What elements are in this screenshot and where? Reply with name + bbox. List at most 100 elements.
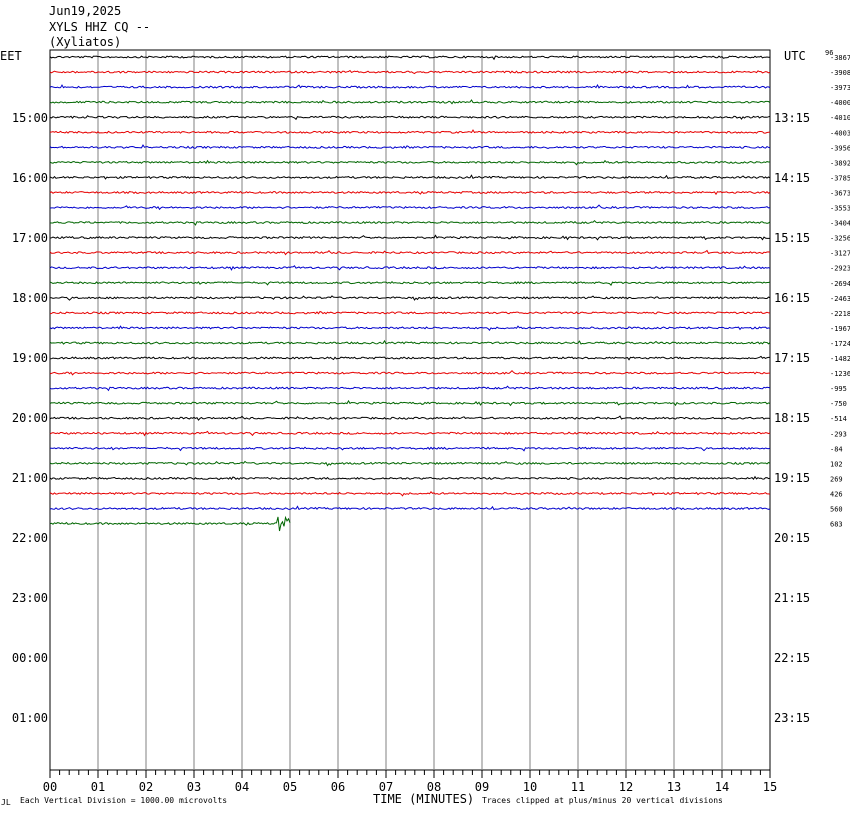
x-tick-label: 11 bbox=[571, 780, 585, 794]
trace-offset-label: 683 bbox=[830, 521, 843, 529]
right-hour-label: 22:15 bbox=[774, 651, 810, 665]
seismic-trace bbox=[49, 415, 771, 421]
right-hour-label: 13:15 bbox=[774, 111, 810, 125]
seismic-trace bbox=[49, 339, 771, 345]
right-hour-label: 19:15 bbox=[774, 471, 810, 485]
right-hour-label: 23:15 bbox=[774, 711, 810, 725]
trace-offset-label: -2923 bbox=[830, 265, 850, 273]
x-tick-label: 08 bbox=[427, 780, 441, 794]
left-hour-label: 23:00 bbox=[12, 591, 48, 605]
left-hour-label: 00:00 bbox=[12, 651, 48, 665]
corner-mark: JL bbox=[1, 798, 11, 807]
seismic-trace bbox=[49, 249, 771, 256]
x-tick-label: 10 bbox=[523, 780, 537, 794]
trace-offset-label: 426 bbox=[830, 490, 843, 498]
trace-offset-label: -3785 bbox=[830, 174, 850, 182]
vertical-division-note: Each Vertical Division = 1000.00 microvo… bbox=[20, 796, 228, 805]
left-timezone-label: EET bbox=[0, 49, 22, 63]
trace-offset-label: -293 bbox=[830, 430, 847, 438]
left-hour-label: 16:00 bbox=[12, 171, 48, 185]
trace-offset-label: -1967 bbox=[830, 325, 850, 333]
trace-offset-label: -3867 bbox=[830, 54, 850, 62]
seismic-trace bbox=[49, 355, 770, 361]
seismic-trace bbox=[49, 325, 771, 332]
seismic-trace bbox=[49, 99, 771, 105]
trace-offset-label: -2218 bbox=[830, 310, 850, 318]
trace-offset-label: -750 bbox=[830, 400, 847, 408]
left-hour-label: 01:00 bbox=[12, 711, 48, 725]
clip-note: Traces clipped at plus/minus 20 vertical… bbox=[482, 796, 723, 805]
seismic-trace bbox=[49, 159, 770, 166]
station-location: (Xyliatos) bbox=[49, 35, 122, 49]
right-hour-label: 14:15 bbox=[774, 171, 810, 185]
trace-offset-label: -995 bbox=[830, 385, 847, 393]
seismic-trace bbox=[49, 515, 291, 532]
trace-offset-label: -2463 bbox=[830, 295, 850, 303]
seismic-trace bbox=[49, 69, 771, 75]
right-timezone-label: UTC bbox=[784, 49, 806, 63]
seismic-trace bbox=[49, 385, 771, 392]
x-tick-label: 12 bbox=[619, 780, 633, 794]
x-tick-label: 06 bbox=[331, 780, 345, 794]
trace-offset-label: -4000 bbox=[830, 99, 850, 107]
right-hour-label: 17:15 bbox=[774, 351, 810, 365]
seismic-trace bbox=[49, 369, 770, 376]
seismic-trace bbox=[49, 55, 770, 61]
trace-offset-label: -3973 bbox=[830, 84, 850, 92]
trace-offset-label: -1724 bbox=[830, 340, 850, 348]
right-hour-label: 16:15 bbox=[774, 291, 810, 305]
left-hour-label: 19:00 bbox=[12, 351, 48, 365]
trace-offset-label: 96 bbox=[825, 49, 833, 57]
seismic-trace bbox=[49, 115, 771, 121]
trace-offset-label: -4010 bbox=[830, 114, 850, 122]
x-tick-label: 02 bbox=[139, 780, 153, 794]
seismic-trace bbox=[49, 399, 771, 407]
x-tick-label: 09 bbox=[475, 780, 489, 794]
x-axis-title: TIME (MINUTES) bbox=[373, 792, 475, 806]
trace-offset-label: -1482 bbox=[830, 355, 850, 363]
trace-offset-label: -3892 bbox=[830, 159, 850, 167]
x-tick-label: 00 bbox=[43, 780, 57, 794]
x-tick-label: 13 bbox=[667, 780, 681, 794]
seismic-trace bbox=[49, 491, 771, 497]
plot-frame bbox=[49, 49, 771, 771]
left-hour-label: 15:00 bbox=[12, 111, 48, 125]
trace-offset-label: -3908 bbox=[830, 69, 850, 77]
trace-offset-label: -514 bbox=[830, 415, 847, 423]
trace-offset-label: -2694 bbox=[830, 280, 850, 288]
x-tick-label: 05 bbox=[283, 780, 297, 794]
trace-offset-label: -4003 bbox=[830, 129, 850, 137]
right-hour-label: 20:15 bbox=[774, 531, 810, 545]
seismic-trace bbox=[49, 265, 771, 271]
station-code: XYLS HHZ CQ -- bbox=[49, 20, 151, 34]
x-tick-label: 15 bbox=[763, 780, 777, 794]
seismic-trace bbox=[49, 505, 771, 511]
trace-offset-label: -3673 bbox=[830, 189, 850, 197]
x-tick-label: 04 bbox=[235, 780, 249, 794]
seismic-trace bbox=[49, 295, 771, 301]
seismic-trace bbox=[49, 190, 771, 196]
trace-offset-label: -3256 bbox=[830, 235, 850, 243]
left-hour-label: 20:00 bbox=[12, 411, 48, 425]
right-hour-label: 15:15 bbox=[774, 231, 810, 245]
chart-date: Jun19,2025 bbox=[49, 4, 122, 18]
seismic-trace bbox=[49, 446, 771, 452]
seismic-trace bbox=[49, 310, 771, 315]
seismic-trace bbox=[49, 129, 771, 134]
seismic-trace bbox=[49, 460, 771, 467]
right-hour-label: 18:15 bbox=[774, 411, 810, 425]
left-hour-label: 17:00 bbox=[12, 231, 48, 245]
trace-offset-label: -3404 bbox=[830, 220, 850, 228]
x-tick-label: 14 bbox=[715, 780, 729, 794]
seismic-trace bbox=[49, 234, 770, 241]
seismic-trace bbox=[49, 174, 771, 180]
left-hour-label: 18:00 bbox=[12, 291, 48, 305]
x-tick-label: 01 bbox=[91, 780, 105, 794]
seismic-trace bbox=[49, 281, 771, 286]
left-hour-label: 21:00 bbox=[12, 471, 48, 485]
trace-offset-label: -84 bbox=[830, 445, 843, 453]
trace-offset-label: -3127 bbox=[830, 250, 850, 258]
trace-offset-label: -3956 bbox=[830, 144, 850, 152]
trace-offset-label: 269 bbox=[830, 475, 843, 483]
seismic-trace bbox=[49, 144, 771, 150]
